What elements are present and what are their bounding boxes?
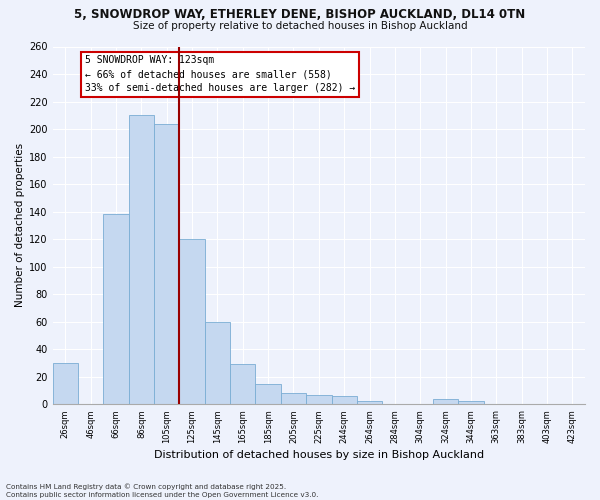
Bar <box>154 124 179 404</box>
Bar <box>179 239 205 404</box>
Bar <box>53 363 78 404</box>
Bar <box>357 402 382 404</box>
Bar <box>103 214 129 404</box>
Bar <box>129 116 154 404</box>
Bar <box>205 322 230 404</box>
Bar <box>306 394 332 404</box>
Text: Size of property relative to detached houses in Bishop Auckland: Size of property relative to detached ho… <box>133 21 467 31</box>
Text: 5 SNOWDROP WAY: 123sqm
← 66% of detached houses are smaller (558)
33% of semi-de: 5 SNOWDROP WAY: 123sqm ← 66% of detached… <box>85 56 355 94</box>
Bar <box>458 402 484 404</box>
Text: 5, SNOWDROP WAY, ETHERLEY DENE, BISHOP AUCKLAND, DL14 0TN: 5, SNOWDROP WAY, ETHERLEY DENE, BISHOP A… <box>74 8 526 20</box>
Bar <box>281 393 306 404</box>
Bar <box>256 384 281 404</box>
Text: Contains HM Land Registry data © Crown copyright and database right 2025.
Contai: Contains HM Land Registry data © Crown c… <box>6 484 319 498</box>
Bar <box>230 364 256 404</box>
Y-axis label: Number of detached properties: Number of detached properties <box>15 144 25 308</box>
X-axis label: Distribution of detached houses by size in Bishop Auckland: Distribution of detached houses by size … <box>154 450 484 460</box>
Bar <box>332 396 357 404</box>
Bar <box>433 398 458 404</box>
